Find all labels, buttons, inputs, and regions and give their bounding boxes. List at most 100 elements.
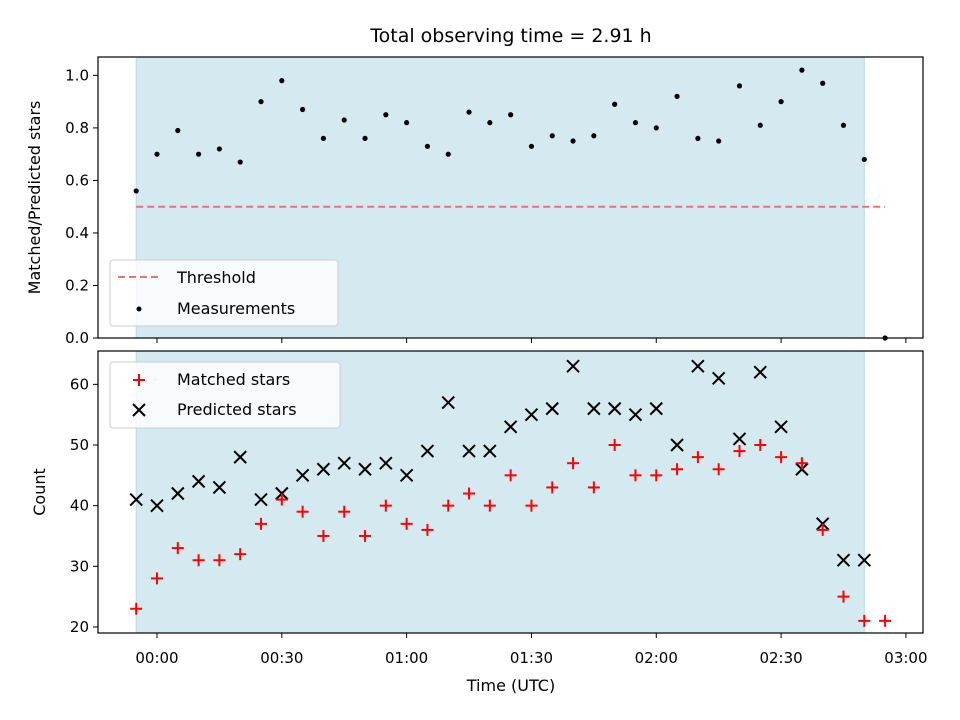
predicted-star-point <box>233 450 247 464</box>
matched-star-point <box>421 523 434 536</box>
measurement-point <box>487 120 493 126</box>
measurement-point <box>445 151 451 157</box>
matched-star-point <box>733 445 746 458</box>
measurements-legend-swatch <box>136 306 142 312</box>
x-tick-label: 01:30 <box>510 649 553 667</box>
predicted-star-point <box>316 462 331 476</box>
measurement-point <box>424 143 431 149</box>
matched-star-point <box>379 499 392 512</box>
y-tick-label: 20 <box>70 618 89 636</box>
x-stroke-b <box>711 371 726 385</box>
predicted-star-point <box>483 444 497 458</box>
x-stroke-b <box>503 420 518 434</box>
measurement-point <box>736 83 743 89</box>
measurement-point <box>757 122 763 128</box>
predicted-star-point <box>275 486 289 501</box>
x-tick-label: 02:30 <box>759 649 802 667</box>
matched-star-point <box>775 451 788 464</box>
x-stroke-b <box>732 432 747 446</box>
y-tick-label: 60 <box>70 375 89 393</box>
x-stroke-b <box>420 444 435 458</box>
predicted-star-point <box>815 517 830 531</box>
predicted-star-point <box>670 438 684 452</box>
count-panel-frame <box>97 350 924 634</box>
x-stroke-b <box>774 420 788 434</box>
x-stroke-b <box>670 438 684 452</box>
measurement-point <box>216 146 223 152</box>
predicted-star-point <box>836 553 851 567</box>
ratio-y-axis-label: Matched/Predicted stars <box>25 101 44 295</box>
predicted-star-point <box>587 401 601 416</box>
matched-star-point <box>546 481 559 494</box>
measurement-point <box>528 143 535 149</box>
measurement-point <box>695 135 701 142</box>
y-tick-label: 0.2 <box>65 276 89 294</box>
measurement-point <box>258 99 264 105</box>
predicted-star-point <box>545 401 559 416</box>
y-tick-label: 0.4 <box>65 224 89 242</box>
x-stroke-b <box>649 401 663 416</box>
x-stroke-b <box>836 553 851 567</box>
x-stroke-b <box>399 468 414 483</box>
predicted-star-point <box>628 407 643 422</box>
matched-star-point <box>463 487 476 500</box>
measurement-point <box>861 156 867 163</box>
predicted-star-point <box>420 444 435 458</box>
predicted-star-point <box>732 432 747 446</box>
predicted-stars-points <box>129 359 872 567</box>
predicted-star-point <box>711 371 726 385</box>
predicted-star-point <box>358 462 372 476</box>
measurement-point <box>508 112 514 118</box>
matched-star-point <box>795 457 808 470</box>
count-y-axis-label: Count <box>30 468 49 516</box>
predicted-legend-label: Predicted stars <box>177 400 297 419</box>
predicted-star-point <box>753 365 767 379</box>
ratio-legend-box <box>109 259 339 327</box>
x-tick-labels: 00:00 00:30 01:00 01:30 02:00 02:30 03:00 <box>135 649 927 667</box>
x-stroke-b <box>566 359 580 373</box>
x-stroke-b <box>337 456 351 470</box>
y-tick-label: 0.0 <box>65 329 89 347</box>
measurement-point <box>820 80 826 86</box>
y-tick-label: 0.6 <box>65 171 89 189</box>
measurement-point <box>154 151 160 157</box>
x-stroke-b <box>587 401 601 416</box>
x-stroke-b <box>129 492 143 507</box>
matched-star-point <box>754 439 767 451</box>
matched-legend-label: Matched stars <box>177 370 290 389</box>
measurement-point <box>840 122 847 128</box>
predicted-star-point <box>691 359 705 373</box>
measurement-point <box>778 99 784 105</box>
count-legend-box <box>109 361 341 429</box>
measurement-point <box>175 127 181 134</box>
count-panel: 20 30 40 50 60 Count Matched stars Predicted… <box>30 350 924 638</box>
predicted-star-point <box>649 401 663 416</box>
x-stroke-b <box>483 444 497 458</box>
matched-star-point <box>130 602 143 615</box>
measurement-point <box>632 120 639 126</box>
matched-stars-points <box>130 439 892 627</box>
x-stroke-b <box>607 401 622 416</box>
matched-star-point <box>296 505 309 518</box>
ratio-y-ticks: 0.0 0.2 0.4 0.6 0.8 1.0 <box>65 66 98 347</box>
measurement-points <box>133 67 888 341</box>
predicted-star-point <box>462 444 476 458</box>
matched-star-point <box>816 523 829 536</box>
matched-star-point <box>442 499 455 512</box>
measurement-point <box>237 159 243 165</box>
measurement-point <box>300 106 306 113</box>
threshold-legend-label: Threshold <box>176 268 256 287</box>
y-tick-label: 40 <box>70 497 89 515</box>
measurement-point <box>404 120 410 126</box>
matched-star-point <box>837 590 850 603</box>
x-stroke-b <box>545 401 559 416</box>
matched-star-point <box>608 439 621 451</box>
matched-star-point <box>504 469 517 482</box>
x-stroke-b <box>795 462 809 476</box>
x-tick-label: 00:30 <box>260 649 303 667</box>
count-legend: Matched stars Predicted stars <box>109 361 341 429</box>
x-stroke-b <box>254 492 268 507</box>
measurement-point <box>653 125 659 131</box>
x-stroke-b <box>275 486 289 501</box>
ratio-legend: Threshold Measurements <box>109 259 339 327</box>
